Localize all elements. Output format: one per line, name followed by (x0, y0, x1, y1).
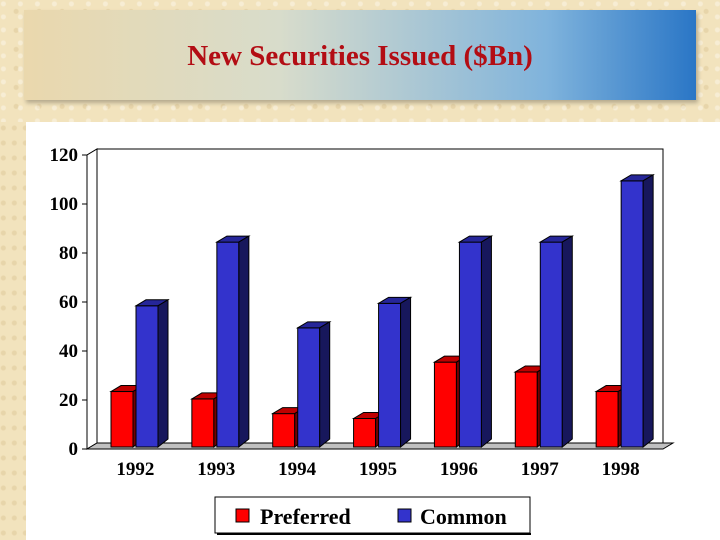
bar-side-common-1994 (319, 320, 331, 449)
legend: Preferred Common (214, 496, 531, 535)
plot-side-wall (86, 148, 98, 450)
bar-common-1995 (378, 302, 402, 448)
y-tick-label: 0 (69, 439, 79, 460)
bar-side-common-1997 (561, 235, 573, 449)
x-tick-label: 1992 (116, 459, 154, 480)
bar-preferred-1993 (191, 398, 215, 448)
y-tick-label: 100 (50, 194, 79, 215)
bar-preferred-1997 (514, 371, 538, 448)
y-tick-labels: 0 20 40 60 80 100 120 (50, 145, 79, 460)
y-tick-label: 80 (59, 243, 78, 264)
y-tick-label: 120 (50, 145, 79, 166)
left-texture-strip (0, 122, 26, 540)
bar-common-1996 (458, 241, 482, 448)
bar-common-1997 (539, 241, 563, 448)
x-tick-label: 1997 (521, 459, 560, 480)
title-banner (24, 10, 696, 100)
bar-common-1994 (297, 327, 321, 448)
x-tick-label: 1993 (197, 459, 235, 480)
legend-swatch-preferred (235, 508, 250, 523)
bar-preferred-1996 (433, 361, 457, 448)
bar-common-1992 (135, 305, 159, 448)
y-tick-label: 20 (59, 390, 78, 411)
bar-side-common-1998 (642, 173, 654, 449)
bar-common-1998 (620, 180, 644, 448)
bar-side-common-1992 (157, 298, 169, 449)
y-tick-label: 40 (59, 341, 78, 362)
bars (109, 173, 655, 449)
legend-label-common: Common (420, 504, 507, 529)
chart-title: New Securities Issued ($Bn) (187, 40, 533, 72)
y-tick-label: 60 (59, 292, 78, 313)
legend-swatch-common (397, 508, 412, 523)
bar-side-common-1996 (480, 235, 492, 449)
legend-label-preferred: Preferred (260, 504, 351, 529)
bar-side-common-1995 (400, 296, 412, 449)
x-tick-label: 1996 (440, 459, 478, 480)
bar-common-1993 (216, 241, 240, 448)
bar-preferred-1992 (110, 391, 134, 448)
x-tick-labels: 1992 1993 1994 1995 1996 1997 1998 (116, 459, 639, 480)
bar-side-common-1993 (238, 235, 250, 449)
bar-preferred-1994 (272, 413, 296, 448)
x-tick-label: 1998 (602, 459, 640, 480)
bar-preferred-1995 (353, 418, 377, 448)
x-tick-label: 1995 (359, 459, 397, 480)
bar-preferred-1998 (595, 391, 619, 448)
axes (82, 148, 675, 450)
x-tick-label: 1994 (278, 459, 317, 480)
